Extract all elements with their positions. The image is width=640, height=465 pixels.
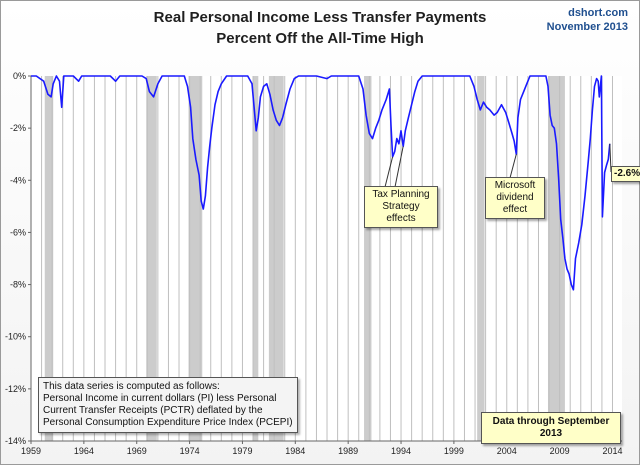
chart-title: Real Personal Income Less Transfer Payme…	[153, 9, 487, 26]
method-line: Personal Income in current dollars (PI) …	[43, 393, 277, 404]
y-tick-label: -6%	[10, 227, 26, 237]
annotation-leader	[384, 156, 394, 188]
recession-band	[188, 76, 203, 441]
annotation-leader	[609, 143, 612, 173]
annotation-leader	[509, 154, 517, 179]
recession-band	[547, 76, 565, 441]
ms-note-line: Microsoft	[494, 180, 536, 191]
recession-band	[268, 76, 284, 441]
x-tick-label: 2004	[497, 446, 517, 456]
ms-note-line: dividend	[496, 192, 534, 203]
method-line: Current Transfer Receipts (PCTR) deflate…	[43, 405, 263, 416]
recession-band	[364, 76, 372, 441]
x-tick-label: 1984	[285, 446, 305, 456]
x-tick-label: 1969	[127, 446, 147, 456]
latest-value-label: -2.6%	[611, 166, 640, 182]
series-line	[31, 75, 611, 291]
tax-note-line: Tax Planning	[372, 189, 430, 200]
recession-band	[477, 76, 485, 441]
x-tick-label: 1989	[338, 446, 358, 456]
recession-band	[44, 76, 54, 441]
y-tick-labels: 0% -2% -4% -6% -8% -10% -12% -14%	[5, 71, 31, 446]
tax-planning-note: Tax Planning Strategy effects	[364, 186, 438, 228]
source-credit: dshort.com November 2013	[547, 6, 628, 34]
methodology-note: This data series is computed as follows:…	[38, 377, 298, 433]
x-tick-label: 2014	[602, 446, 622, 456]
source-date: November 2013	[546, 21, 628, 33]
y-tick-label: -12%	[5, 384, 26, 394]
ms-note-line: effect	[502, 204, 528, 215]
y-tick-label: -2%	[10, 123, 26, 133]
microsoft-dividend-note: Microsoft dividend effect	[485, 177, 545, 219]
x-tick-labels: 1959 1964 1969 1974 1979 1984 1989 1994 1999 2004…	[21, 441, 623, 456]
x-tick-label: 1994	[391, 446, 411, 456]
tax-note-line: Strategy	[382, 201, 420, 212]
series-lines	[31, 75, 611, 291]
chart-subtitle: Percent Off the All-Time High	[216, 30, 424, 47]
y-tick-label: -4%	[10, 175, 26, 185]
y-tick-label: 0%	[13, 71, 26, 81]
x-tick-label: 2009	[550, 446, 570, 456]
annotation-leader	[394, 146, 404, 188]
data-through-label: Data through September 2013	[481, 412, 621, 444]
tax-note-line: effects	[386, 213, 416, 224]
x-tick-label: 1999	[444, 446, 464, 456]
source-site: dshort.com	[568, 7, 628, 19]
annotation-leaders	[384, 143, 612, 188]
recession-bands	[44, 76, 565, 441]
x-tick-label: 1959	[21, 446, 41, 456]
y-tick-label: -8%	[10, 280, 26, 290]
y-tick-label: -10%	[5, 332, 26, 342]
y-tick-label: -14%	[5, 436, 26, 446]
x-tick-label: 1964	[74, 446, 94, 456]
method-line: Personal Consumption Expenditure Price I…	[43, 417, 293, 428]
method-line: This data series is computed as follows:	[43, 381, 220, 392]
recession-band	[146, 76, 157, 441]
recession-band	[253, 76, 259, 441]
x-tick-label: 1974	[180, 446, 200, 456]
x-tick-label: 1979	[232, 446, 252, 456]
